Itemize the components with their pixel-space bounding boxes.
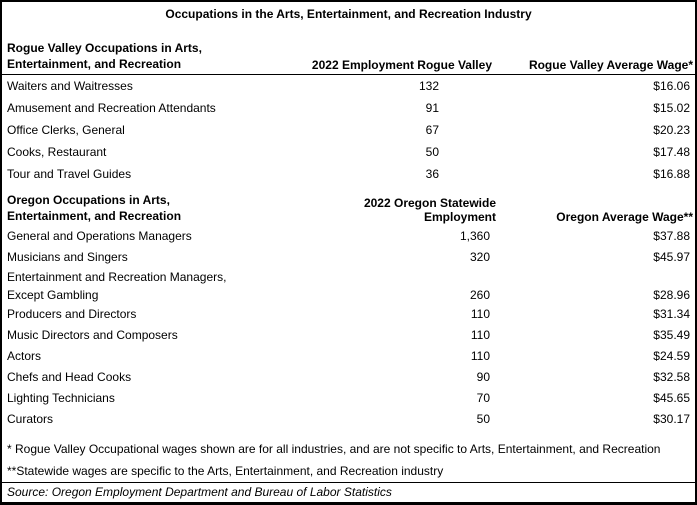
wage-cell: $45.97 xyxy=(653,250,690,264)
footnote-statewide: **Statewide wages are specific to the Ar… xyxy=(7,464,444,478)
occupation-cell: Cooks, Restaurant xyxy=(7,145,107,159)
employment-cell: 260 xyxy=(469,288,490,302)
occupation-cell: Actors xyxy=(7,349,42,363)
employment-cell: 90 xyxy=(476,370,490,384)
rogue-valley-header-row: Rogue Valley Occupations in Arts, Entert… xyxy=(2,38,695,75)
table-row: Chefs and Head Cooks 90 $32.58 xyxy=(2,367,695,388)
occupation-cell: Musicians and Singers xyxy=(7,250,128,264)
employment-cell: 110 xyxy=(470,328,490,342)
employment-cell: 91 xyxy=(425,101,439,115)
table-row: Waiters and Waitresses 132 $16.06 xyxy=(2,75,695,97)
employment-cell: 132 xyxy=(418,79,439,93)
table-row: Music Directors and Composers 110 $35.49 xyxy=(2,325,695,346)
occupation-cell: Waiters and Waitresses xyxy=(7,79,133,93)
wage-cell: $16.88 xyxy=(653,167,690,181)
footnote-rogue-valley: * Rogue Valley Occupational wages shown … xyxy=(7,442,661,456)
wage-cell: $15.02 xyxy=(653,101,690,115)
section-header: Rogue Valley Occupations in Arts, Entert… xyxy=(7,41,202,71)
employment-column-header: 2022 Oregon Statewide Employment xyxy=(363,196,496,224)
employment-cell: 50 xyxy=(476,412,490,426)
rogue-valley-table: Rogue Valley Occupations in Arts, Entert… xyxy=(2,38,695,185)
occupation-cell: Lighting Technicians xyxy=(7,391,115,405)
occupation-cell: General and Operations Managers xyxy=(7,229,192,243)
table-row: Lighting Technicians 70 $45.65 xyxy=(2,388,695,409)
occupation-cell: Producers and Directors xyxy=(7,307,137,321)
wage-cell: $28.96 xyxy=(653,288,690,302)
table-row: General and Operations Managers 1,360 $3… xyxy=(2,226,695,247)
wage-cell: $45.65 xyxy=(653,391,690,405)
occupation-cell: Entertainment and Recreation Managers, E… xyxy=(7,270,227,302)
wage-cell: $16.06 xyxy=(653,79,690,93)
employment-cell: 320 xyxy=(469,250,490,264)
wage-cell: $37.88 xyxy=(653,229,690,243)
table-row: Curators 50 $30.17 xyxy=(2,409,695,430)
table-row: Producers and Directors 110 $31.34 xyxy=(2,304,695,325)
wage-cell: $30.17 xyxy=(653,412,690,426)
table-row: Musicians and Singers 320 $45.97 xyxy=(2,247,695,268)
occupation-cell: Chefs and Head Cooks xyxy=(7,370,132,384)
employment-cell: 67 xyxy=(425,123,439,137)
occupation-cell: Amusement and Recreation Attendants xyxy=(7,101,216,115)
table-row: Entertainment and Recreation Managers, E… xyxy=(2,268,695,304)
wage-cell: $32.58 xyxy=(653,370,690,384)
table-row: Cooks, Restaurant 50 $17.48 xyxy=(2,141,695,163)
table-row: Tour and Travel Guides 36 $16.88 xyxy=(2,163,695,185)
wage-cell: $31.34 xyxy=(653,307,690,321)
table-row: Office Clerks, General 67 $20.23 xyxy=(2,119,695,141)
occupation-cell: Tour and Travel Guides xyxy=(7,167,132,181)
employment-cell: 110 xyxy=(470,307,490,321)
occupation-cell: Curators xyxy=(7,412,54,426)
table-row: Actors 110 $24.59 xyxy=(2,346,695,367)
wage-column-header: Rogue Valley Average Wage* xyxy=(528,58,693,72)
employment-column-header: 2022 Employment Rogue Valley xyxy=(311,58,492,72)
wage-cell: $17.48 xyxy=(653,145,690,159)
oregon-statewide-table: Oregon Occupations in Arts, Entertainmen… xyxy=(2,193,695,430)
source-note: Source: Oregon Employment Department and… xyxy=(2,482,695,502)
wage-cell: $35.49 xyxy=(653,328,690,342)
employment-cell: 70 xyxy=(476,391,490,405)
table-row: Amusement and Recreation Attendants 91 $… xyxy=(2,97,695,119)
employment-cell: 50 xyxy=(425,145,439,159)
wage-cell: $24.59 xyxy=(653,349,690,363)
occupation-cell: Music Directors and Composers xyxy=(7,328,178,342)
employment-cell: 1,360 xyxy=(459,229,490,243)
footnote-spacer xyxy=(2,430,695,438)
oregon-header-row: Oregon Occupations in Arts, Entertainmen… xyxy=(2,193,695,226)
table-title: Occupations in the Arts, Entertainment, … xyxy=(165,7,532,21)
employment-cell: 110 xyxy=(470,349,490,363)
employment-cell: 36 xyxy=(425,167,439,181)
wage-column-header: Oregon Average Wage** xyxy=(556,210,693,224)
wage-cell: $20.23 xyxy=(653,123,690,137)
occupation-cell: Office Clerks, General xyxy=(7,123,125,137)
section-header: Oregon Occupations in Arts, Entertainmen… xyxy=(7,193,182,223)
